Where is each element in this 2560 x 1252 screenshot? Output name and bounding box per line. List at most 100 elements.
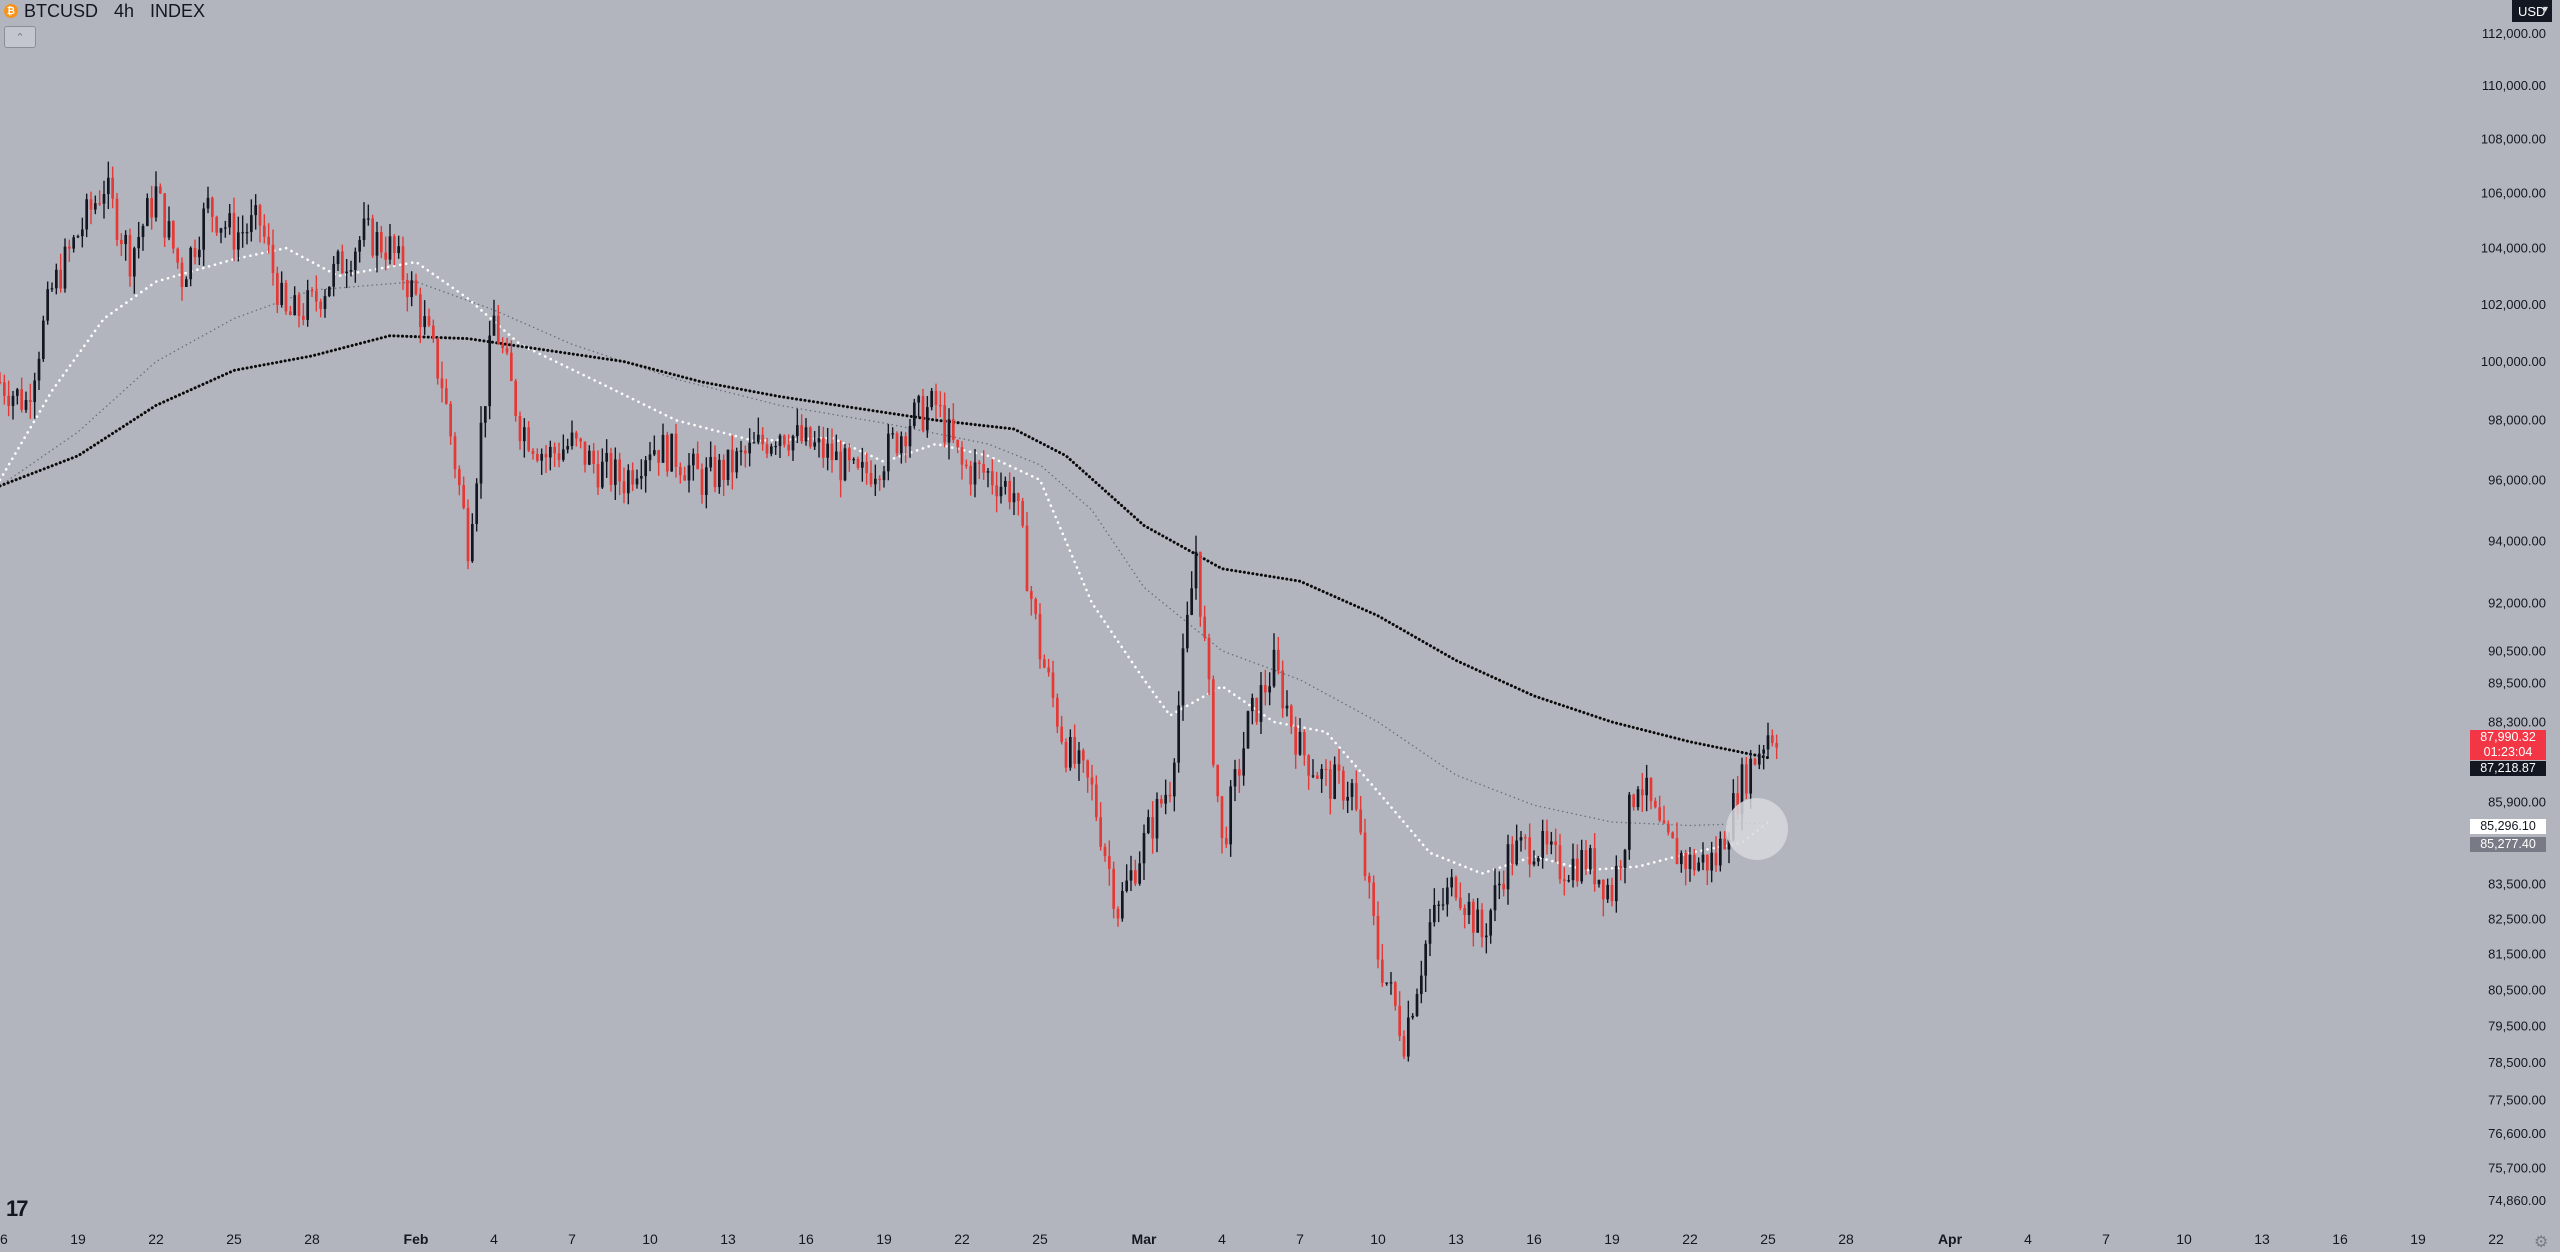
date-tick-label: 25 — [1032, 1231, 1048, 1247]
date-tick-label: 13 — [1448, 1231, 1464, 1247]
interval-label[interactable]: 4h — [114, 0, 135, 21]
candle-body — [1021, 500, 1025, 526]
candle-body — [817, 438, 821, 443]
candle-body — [509, 352, 513, 381]
candle-body — [128, 234, 132, 277]
candle-body — [592, 450, 596, 464]
date-tick-label: 13 — [720, 1231, 736, 1247]
candle-body — [141, 225, 145, 238]
candle-body — [1090, 777, 1094, 785]
candle-body — [1549, 841, 1553, 845]
candle-body — [934, 390, 938, 406]
candle-body — [1497, 883, 1501, 886]
candle-body — [891, 433, 895, 435]
candle-body — [1207, 637, 1211, 680]
price-tick-label: 90,500.00 — [2488, 643, 2546, 658]
candle-body — [1775, 743, 1779, 748]
candle-body — [2, 382, 6, 396]
candle-body — [661, 434, 665, 463]
ma-line-dotted-black — [0, 334, 1770, 760]
candle-body — [613, 459, 617, 485]
candle-body — [1242, 748, 1246, 776]
candle-body — [132, 248, 136, 277]
tradingview-logo-icon[interactable]: 17 — [6, 1196, 29, 1221]
candle-body — [1112, 868, 1116, 909]
symbol-header[interactable]: ₿ BTCUSD 4h INDEX — [4, 0, 205, 22]
ma-line-dotted-white — [0, 246, 1770, 875]
currency-selector[interactable]: USD ▾ — [2512, 0, 2552, 22]
candle-body — [46, 289, 50, 321]
candle-body — [1172, 762, 1176, 797]
candle-body — [1632, 794, 1636, 808]
price-tick-label: 102,000.00 — [2481, 297, 2546, 312]
candle-body — [652, 450, 656, 455]
candle-body — [1445, 887, 1449, 905]
candle-body — [847, 448, 851, 461]
candle-body — [1042, 659, 1046, 668]
candle-body — [375, 232, 379, 256]
candle-body — [1094, 784, 1098, 818]
candle-body — [258, 205, 262, 226]
candle-body — [501, 343, 505, 349]
candle-body — [106, 177, 110, 195]
candle-body — [1428, 922, 1432, 944]
candle-body — [76, 236, 80, 238]
candle-body — [1177, 705, 1181, 763]
candle-body — [1523, 837, 1527, 839]
candle-body — [20, 389, 24, 410]
last-price-tag: 87,990.32 — [2470, 730, 2546, 745]
candle-body — [1714, 852, 1718, 866]
candle-body — [1285, 705, 1289, 709]
candle-body — [436, 338, 440, 379]
date-tick-label: 16 — [0, 1231, 8, 1247]
collapse-legend-button[interactable]: ⌃ — [4, 26, 36, 48]
candle-body — [1350, 783, 1354, 797]
candle-body — [1159, 799, 1163, 804]
candle-body — [700, 469, 704, 495]
candle-body — [241, 232, 245, 234]
candle-body — [665, 434, 669, 472]
candle-body — [1688, 854, 1692, 870]
candle-body — [11, 395, 15, 406]
candle-body — [1203, 616, 1207, 638]
candle-body — [488, 335, 492, 407]
candle-body — [1675, 838, 1679, 865]
candle-body — [1471, 901, 1475, 933]
candle-body — [475, 483, 479, 524]
candle-body — [925, 407, 929, 431]
candle-body — [1502, 883, 1506, 890]
candle-body — [1606, 884, 1610, 900]
candle-body — [574, 432, 578, 439]
candle-body — [1558, 845, 1562, 880]
candle-body — [1129, 870, 1133, 881]
candle-body — [1658, 807, 1662, 821]
candle-body — [280, 282, 284, 305]
bitcoin-coin-icon: ₿ — [4, 4, 18, 18]
candle-body — [1298, 731, 1302, 755]
price-tick-label: 88,300.00 — [2488, 715, 2546, 730]
candle-body — [1770, 735, 1774, 744]
candle-body — [648, 454, 652, 461]
candle-body — [1125, 880, 1129, 892]
price-tick-label: 74,860.00 — [2488, 1193, 2546, 1208]
price-tick-label: 104,000.00 — [2481, 241, 2546, 256]
symbol-name[interactable]: BTCUSD — [24, 0, 99, 21]
date-tick-label: 4 — [2024, 1231, 2032, 1247]
date-tick-label: 16 — [1526, 1231, 1542, 1247]
candle-body — [371, 218, 375, 256]
candle-body — [1593, 848, 1597, 885]
candle-body — [1749, 758, 1753, 794]
candle-body — [254, 205, 258, 216]
candle-body — [960, 447, 964, 465]
candle-body — [535, 453, 539, 461]
candle-body — [440, 378, 444, 389]
candle-body — [609, 453, 613, 485]
candle-body — [1671, 832, 1675, 839]
candle-body — [1142, 833, 1146, 864]
candle-body — [995, 485, 999, 497]
gear-icon[interactable]: ⚙ — [2534, 1234, 2549, 1251]
candle-body — [986, 471, 990, 473]
candle-body — [1627, 794, 1631, 850]
candle-body — [336, 251, 340, 264]
